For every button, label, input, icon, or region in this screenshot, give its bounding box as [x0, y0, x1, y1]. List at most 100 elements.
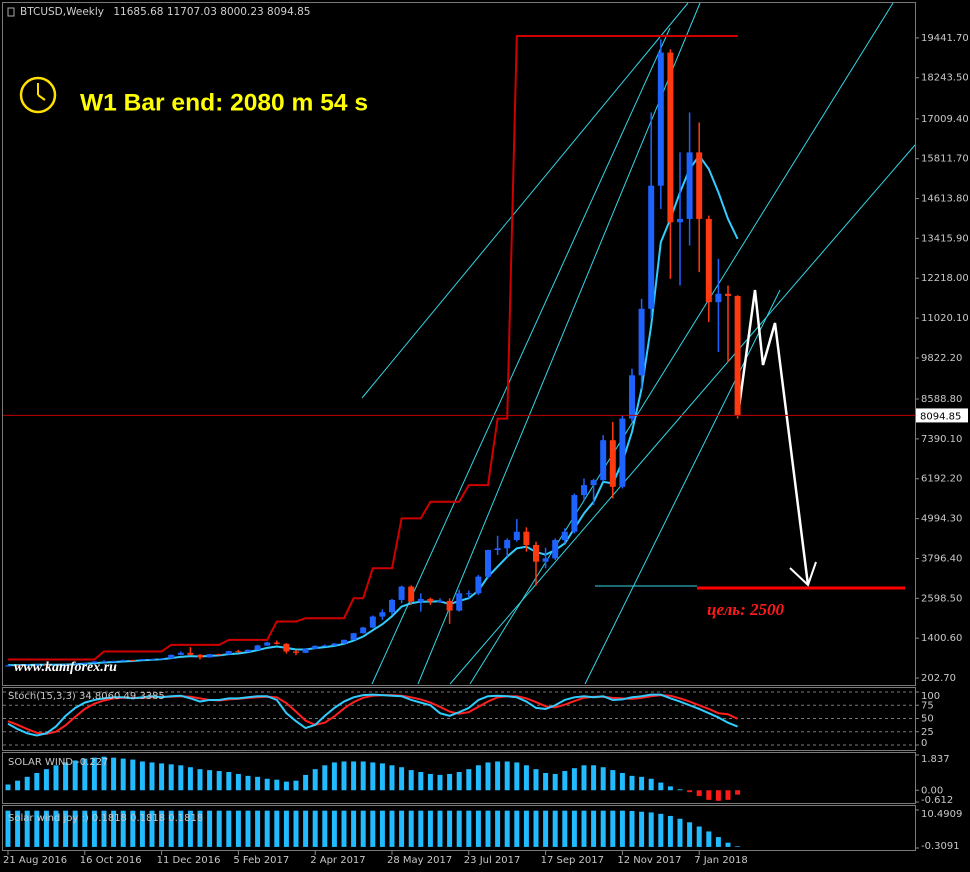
y-tick-label: 0 [921, 738, 927, 749]
bar [130, 759, 136, 791]
bar [619, 810, 625, 847]
candle-body [360, 627, 367, 634]
bar-end-annotation: W1 Bar end: 2080 m 54 s [80, 89, 368, 116]
bar [139, 810, 145, 847]
bar [226, 810, 232, 847]
bar [53, 765, 59, 791]
bar [43, 769, 49, 791]
bar [120, 758, 126, 791]
candle-body [581, 485, 587, 496]
header-icon [7, 7, 15, 17]
bar [101, 810, 107, 847]
trend-line [361, 2, 689, 399]
bar [139, 761, 145, 791]
candle-body [312, 645, 319, 649]
watermark: www.kamforex.ru [14, 660, 117, 675]
bar [159, 810, 165, 847]
bar [639, 811, 645, 847]
trend-lines [361, 2, 916, 685]
bar [485, 810, 491, 847]
bar [619, 772, 625, 791]
y-tick-label: 12218.00 [921, 273, 969, 284]
candle-body [62, 664, 69, 666]
bar [639, 776, 645, 791]
bar [725, 842, 731, 847]
bar [725, 790, 731, 800]
bar [53, 810, 59, 847]
bar [159, 763, 165, 791]
candle-body [5, 665, 11, 667]
bar [495, 810, 501, 847]
candle-body [168, 654, 175, 659]
candle-body [533, 545, 539, 562]
bar [245, 810, 251, 847]
bar [418, 772, 424, 791]
x-tick-label: 2 Apr 2017 [310, 855, 365, 866]
header-open: 11685.68 [113, 6, 163, 18]
trend-line [417, 2, 701, 685]
candle-body [149, 659, 155, 661]
candle-body [110, 661, 117, 663]
plot: 21 Aug 2016 16 Oct 2016 11 Dec 2016 5 Feb 2… [3, 33, 969, 866]
bar [552, 773, 558, 791]
y-tick-label: 13415.90 [921, 233, 969, 244]
candle-body [177, 652, 184, 655]
bar [571, 768, 577, 791]
bar [274, 810, 280, 847]
bar [466, 810, 472, 847]
bar [427, 773, 433, 791]
bar [63, 810, 69, 847]
bar [715, 837, 721, 847]
bar [475, 765, 481, 791]
y-tick-label: 1400.60 [921, 633, 962, 644]
bar [408, 770, 414, 791]
y-tick-label: 50 [921, 714, 934, 725]
bar [120, 810, 126, 847]
bar [706, 831, 712, 847]
candle-body [590, 480, 597, 486]
bar [667, 786, 673, 791]
bar [543, 810, 549, 847]
bar [466, 769, 472, 791]
candle-body [504, 540, 511, 549]
candle-body [494, 548, 501, 551]
bar [523, 810, 529, 847]
bar [130, 810, 136, 847]
candle-body [206, 654, 213, 658]
x-tick-label: 23 Jul 2017 [464, 855, 521, 866]
bar [715, 790, 721, 801]
candle-body [341, 639, 347, 644]
bar [514, 810, 520, 847]
candle-body [667, 52, 674, 223]
bar [495, 761, 501, 791]
bar [207, 770, 213, 791]
y-tick-label: 18243.50 [921, 73, 969, 84]
bar [235, 773, 241, 791]
bar [5, 810, 11, 847]
candle-body [273, 642, 280, 644]
bar [696, 790, 702, 797]
bar [255, 810, 261, 847]
candle-body [197, 654, 203, 658]
bar [226, 772, 232, 791]
bar [274, 779, 280, 791]
candle-body [561, 531, 568, 541]
bar [677, 789, 683, 791]
candle-body [187, 652, 194, 655]
bar [91, 757, 97, 791]
candle-body [14, 665, 21, 667]
bar [591, 810, 597, 847]
bar [178, 765, 184, 791]
candle-body [638, 308, 645, 376]
bar [523, 765, 529, 791]
bar [101, 756, 107, 791]
bar [514, 762, 520, 791]
candle-body [379, 612, 386, 617]
candle-body [542, 558, 549, 562]
candle-body [600, 440, 607, 481]
symbol-title: BTCUSD,Weekly [20, 6, 104, 18]
candle-body [81, 662, 88, 664]
bar [303, 774, 309, 791]
bar [187, 810, 193, 847]
